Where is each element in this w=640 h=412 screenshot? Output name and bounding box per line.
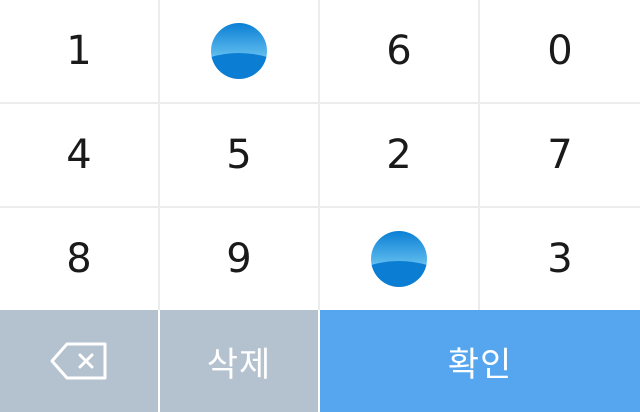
backspace-icon (50, 342, 107, 380)
backspace-button[interactable] (0, 310, 160, 412)
key-digit[interactable]: 5 (160, 104, 320, 208)
key-digit[interactable]: 2 (320, 104, 480, 208)
bank-logo-icon (371, 231, 427, 287)
delete-button[interactable]: 삭제 (160, 310, 320, 412)
key-digit-label: 9 (226, 236, 252, 282)
key-digit-label: 5 (226, 132, 252, 178)
key-digit[interactable]: 9 (160, 208, 320, 310)
key-digit-label: 1 (66, 28, 92, 74)
key-blank[interactable] (320, 208, 480, 310)
key-digit[interactable]: 3 (480, 208, 640, 310)
key-digit[interactable]: 7 (480, 104, 640, 208)
key-digit-label: 2 (386, 132, 412, 178)
key-digit-label: 0 (547, 28, 573, 74)
key-digit[interactable]: 6 (320, 0, 480, 104)
key-digit[interactable]: 8 (0, 208, 160, 310)
delete-button-label: 삭제 (206, 344, 272, 385)
keypad-action-row: 삭제 확인 (0, 310, 640, 412)
key-digit-label: 8 (66, 236, 92, 282)
confirm-button[interactable]: 확인 (320, 310, 640, 412)
bank-logo-icon (211, 23, 267, 79)
key-digit[interactable]: 4 (0, 104, 160, 208)
key-blank[interactable] (160, 0, 320, 104)
key-digit[interactable]: 1 (0, 0, 160, 104)
key-digit-label: 7 (547, 132, 573, 178)
key-digit[interactable]: 0 (480, 0, 640, 104)
key-digit-label: 6 (386, 28, 412, 74)
key-digit-label: 4 (66, 132, 92, 178)
key-digit-label: 3 (547, 236, 573, 282)
confirm-button-label: 확인 (447, 344, 513, 385)
keypad-grid: 1 6 0 (0, 0, 640, 310)
